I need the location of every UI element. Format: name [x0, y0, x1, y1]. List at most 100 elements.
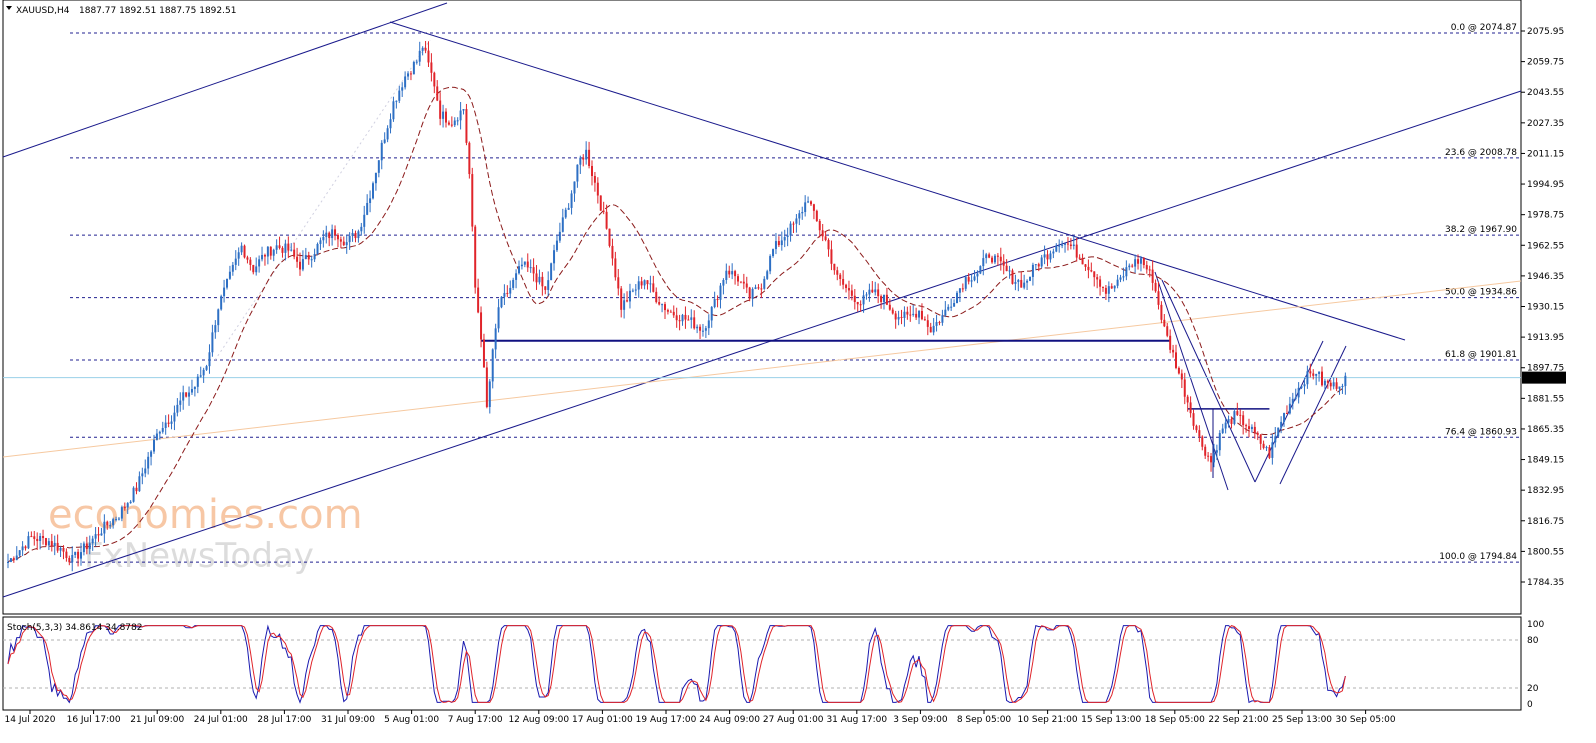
candle-body	[591, 165, 593, 177]
candle-body	[1283, 413, 1286, 422]
candle-body	[988, 254, 991, 258]
candle-body	[1280, 421, 1283, 428]
price-tick-label: 2027.35	[1527, 119, 1564, 129]
candle-body	[935, 322, 938, 326]
candle-body	[716, 299, 719, 301]
candle-body	[328, 232, 331, 239]
candle-body	[167, 422, 170, 424]
candle-body	[661, 304, 664, 306]
candle-body	[1300, 386, 1303, 388]
candle-body	[436, 86, 439, 101]
fib-label: 61.8 @ 1901.81	[1445, 350, 1517, 360]
candle-body	[293, 249, 296, 257]
candle-body	[1321, 371, 1323, 386]
candle-body	[223, 287, 226, 297]
candle-body	[132, 487, 135, 502]
fib-label: 76.4 @ 1860.93	[1445, 427, 1517, 437]
candle-body	[348, 235, 351, 243]
candle-body	[173, 412, 176, 422]
candle-body	[739, 281, 742, 283]
price-tick-label: 1946.35	[1527, 272, 1564, 282]
candle-body	[1204, 446, 1207, 456]
candle-body	[643, 280, 646, 286]
candle-body	[71, 555, 74, 563]
candle-body	[53, 542, 56, 546]
candle-body	[1338, 386, 1341, 389]
chart-header: XAUUSD,H4 1887.77 1892.51 1887.75 1892.5…	[6, 6, 236, 16]
candle-body	[1052, 251, 1055, 254]
candle-body	[1268, 447, 1271, 458]
price-tick-label: 2075.95	[1527, 27, 1564, 37]
candle-body	[389, 119, 392, 129]
candle-body	[144, 468, 147, 474]
candle-body	[1285, 413, 1288, 415]
time-tick-label: 19 Aug 17:00	[636, 715, 697, 725]
candle-body	[847, 288, 850, 291]
candle-body	[129, 501, 132, 504]
candle-body	[287, 243, 290, 251]
dotted-guide	[214, 39, 431, 361]
candle-body	[658, 302, 661, 305]
candle-body	[100, 533, 103, 536]
candle-body	[1078, 257, 1081, 259]
candle-body	[728, 270, 731, 275]
candle-body	[818, 220, 821, 231]
candle-body	[94, 534, 97, 539]
candle-body	[188, 392, 191, 397]
fib-label: 23.6 @ 2008.78	[1445, 148, 1517, 158]
candle-body	[80, 552, 82, 559]
candle-body	[185, 392, 188, 397]
candle-body	[637, 281, 640, 290]
candle-body	[392, 101, 395, 120]
candle-body	[515, 273, 518, 280]
candle-body	[1183, 379, 1186, 397]
candle-body	[687, 319, 690, 321]
candle-body	[757, 287, 760, 289]
candle-body	[1288, 403, 1291, 414]
dropdown-arrow-icon[interactable]	[6, 6, 12, 10]
candle-body	[1148, 269, 1151, 271]
candle-body	[883, 294, 885, 303]
candle-body	[1207, 455, 1210, 457]
candle-body	[1175, 352, 1177, 368]
candle-body	[106, 521, 109, 526]
candle-body	[506, 292, 509, 294]
candle-body	[953, 303, 956, 307]
price-axis: 2075.95 2059.75 2043.55 2027.35 2011.15 1994.…	[1521, 27, 1566, 588]
candle-body	[68, 557, 71, 563]
candle-body	[593, 176, 596, 183]
candle-body	[518, 266, 520, 274]
candle-body	[964, 277, 967, 289]
candle-body	[447, 122, 450, 125]
candle-body	[240, 245, 243, 253]
candle-body	[731, 271, 734, 275]
candle-body	[290, 249, 293, 251]
candle-body	[681, 314, 684, 322]
candle-body	[170, 421, 173, 424]
candle-body	[1084, 264, 1087, 267]
time-tick-label: 24 Jul 01:00	[194, 715, 248, 725]
candle-body	[1142, 258, 1145, 266]
candle-body	[1259, 434, 1262, 444]
candle-body	[821, 230, 824, 237]
candle-body	[929, 326, 932, 333]
candle-body	[626, 300, 629, 302]
candle-body	[553, 250, 556, 264]
candle-body	[1177, 367, 1180, 374]
candle-body	[456, 120, 459, 122]
candle-body	[804, 202, 807, 213]
candle-body	[1323, 380, 1326, 386]
fib-label: 100.0 @ 1794.84	[1439, 552, 1517, 562]
candle-body	[1134, 259, 1137, 267]
candle-body	[608, 228, 611, 246]
candle-body	[897, 316, 900, 320]
candle-body	[56, 542, 59, 551]
candle-body	[316, 243, 319, 255]
candle-body	[1218, 432, 1221, 451]
candle-body	[666, 310, 669, 312]
stoch-label: Stoch(5,3,3) 34.8614 34.8782	[7, 623, 142, 633]
candle-body	[1072, 244, 1075, 246]
candle-body	[24, 546, 27, 549]
candle-body	[412, 62, 415, 75]
